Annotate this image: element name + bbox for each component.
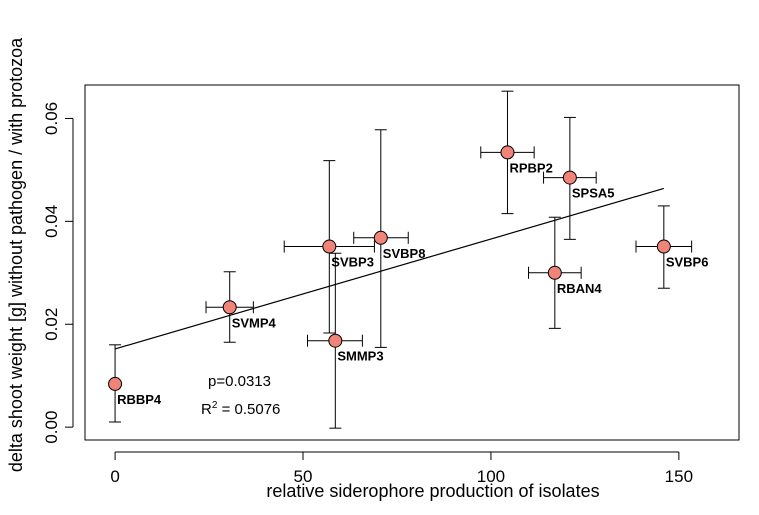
point-label: SVBP8	[383, 246, 426, 261]
data-point	[656, 239, 671, 254]
y-tick-label: 0.00	[42, 411, 61, 444]
x-tick-label: 50	[294, 467, 313, 486]
point-labels: RBBP4 SVMP4 SVBP3 SMMP3 SVBP8 RPBP2 SPSA5 RBAN4…	[117, 160, 708, 407]
point-label: RBAN4	[557, 281, 603, 296]
y-axis: 0.00 0.02 0.04 0.06	[42, 102, 74, 444]
y-tick-label: 0.02	[42, 308, 61, 341]
x-axis: 0 50 100 150	[110, 451, 693, 486]
point-label: SVMP4	[232, 315, 277, 330]
data-point	[322, 239, 337, 254]
x-axis-title: relative siderophore production of isola…	[266, 481, 599, 501]
y-tick-label: 0.06	[42, 102, 61, 135]
regression-line	[114, 187, 664, 350]
point-label: SMMP3	[337, 349, 383, 364]
data-point	[562, 170, 577, 185]
data-point	[373, 230, 388, 245]
data-point	[328, 333, 343, 348]
p-value-annotation: p=0.0313	[208, 373, 271, 390]
x-tick-label: 0	[110, 467, 119, 486]
r-squared-annotation: R2 = 0.5076	[201, 400, 280, 418]
point-label: SPSA5	[572, 186, 615, 201]
x-tick-label: 100	[477, 467, 505, 486]
data-point	[108, 376, 123, 391]
data-points	[108, 145, 671, 391]
plot-frame	[84, 84, 740, 441]
data-point	[547, 265, 562, 280]
data-point	[222, 300, 237, 315]
y-axis-title: delta shoot weight [g] without pathogen …	[6, 37, 26, 472]
y-tick-label: 0.04	[42, 205, 61, 238]
data-point	[500, 145, 515, 160]
point-label: RPBP2	[509, 160, 552, 175]
point-label: RBBP4	[117, 392, 162, 407]
point-label: SVBP3	[331, 255, 374, 270]
x-tick-label: 150	[665, 467, 693, 486]
point-label: SVBP6	[666, 255, 709, 270]
